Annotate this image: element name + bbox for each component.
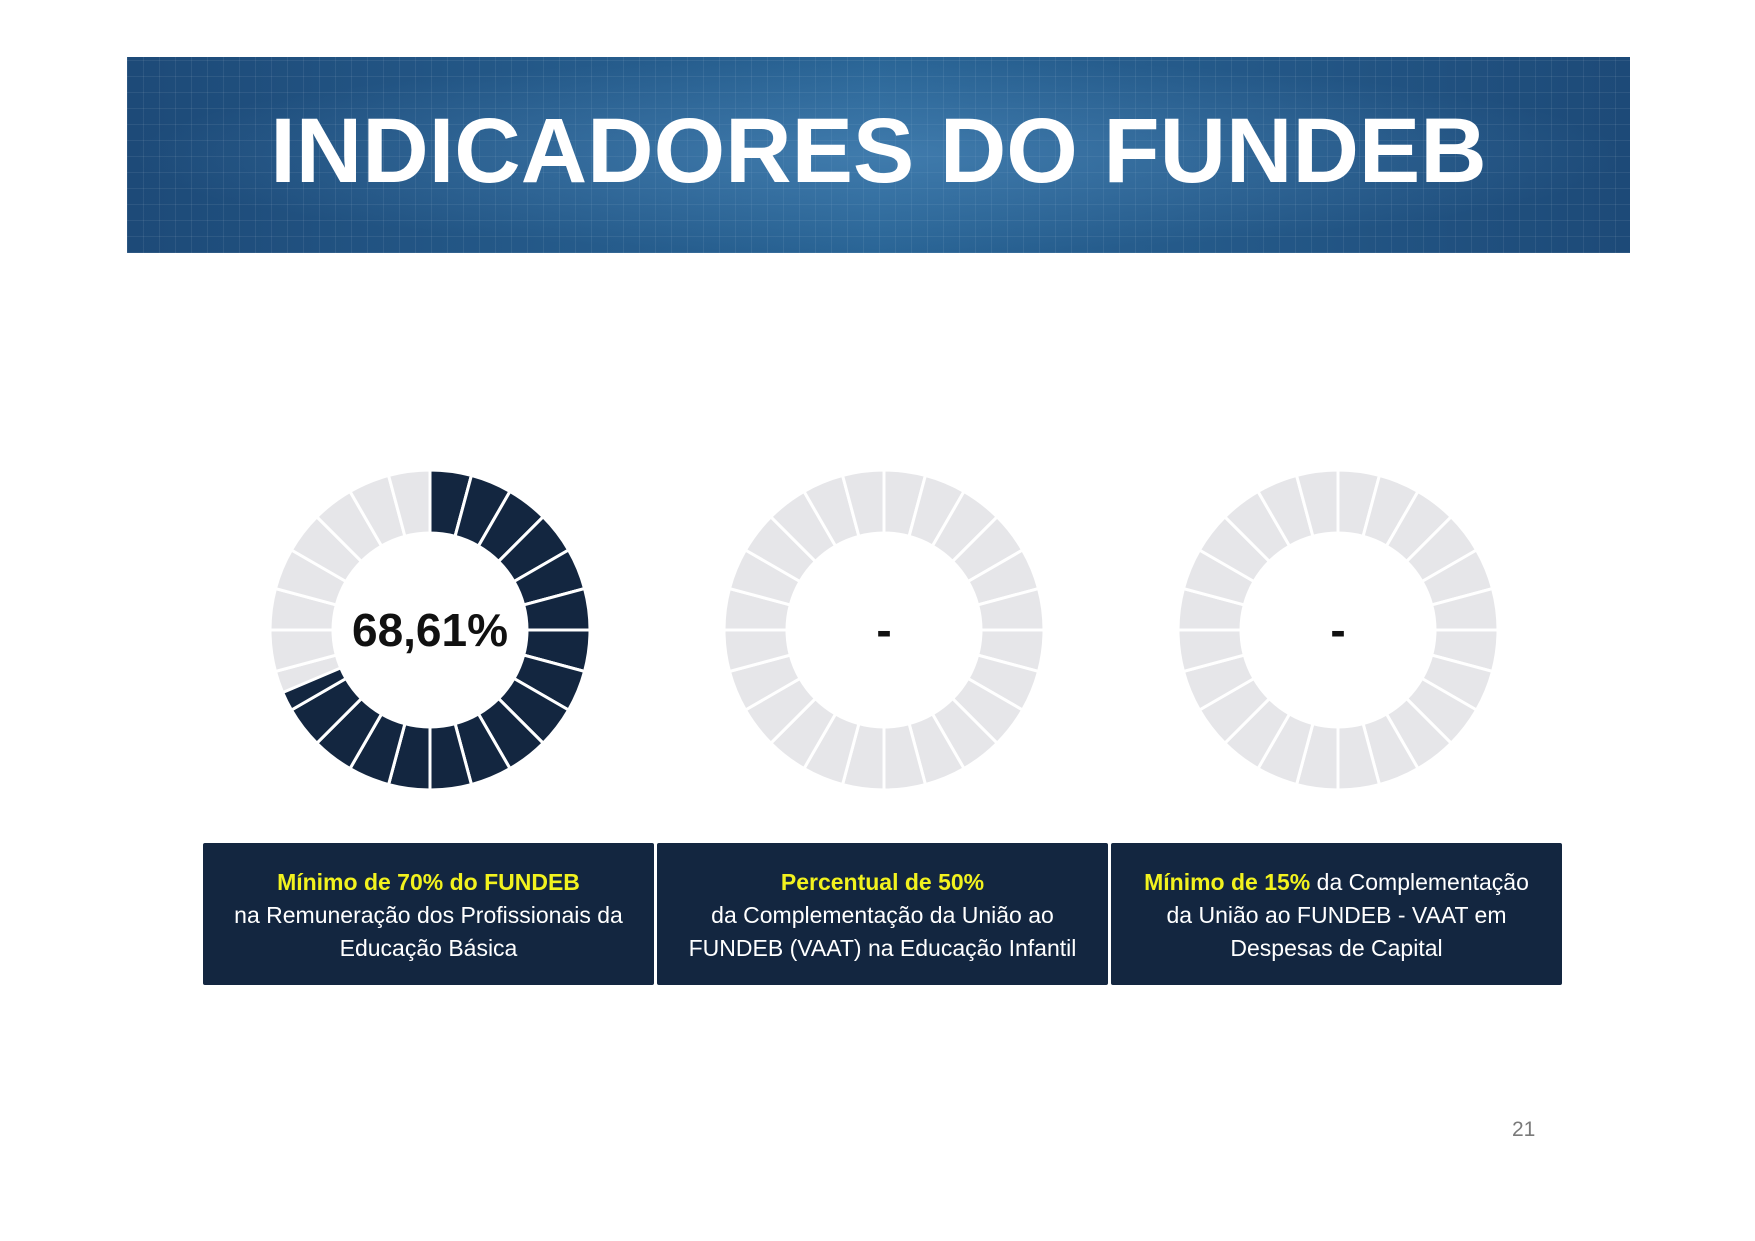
indicator-text: da União ao FUNDEB - VAAT em [1166,902,1507,928]
gauge-segment-filled [280,665,349,713]
gauge-educacao-infantil: - [722,468,1046,792]
gauge-remuneracao: 68,61% [268,468,592,792]
indicator-text: da Complementação da União ao [711,902,1054,928]
indicator-highlight: Mínimo de 15% [1144,869,1311,895]
indicator-highlight: Percentual de 50% [780,869,985,895]
indicator-box-despesas-capital: Mínimo de 15% da Complementação da União… [1111,843,1562,985]
gauge-segment-empty [840,468,886,539]
indicator-text: Despesas de Capital [1230,935,1443,961]
gauge-value-label: - [1330,604,1346,656]
indicator-text: na Remuneração dos Profissionais da [234,902,623,928]
gauge-segment-empty [386,468,432,539]
title-banner: INDICADORES DO FUNDEB [127,57,1630,253]
page-title: INDICADORES DO FUNDEB [270,99,1487,202]
gauge-despesas-capital: - [1176,468,1500,792]
indicator-box-educacao-infantil: Percentual de 50% da Complementação da U… [657,843,1108,985]
indicator-box-remuneracao: Mínimo de 70% do FUNDEB na Remuneração d… [203,843,654,985]
gauge-value-label: - [876,604,892,656]
indicator-text: Educação Básica [339,935,518,961]
gauge-value-label: 68,61% [351,604,508,656]
gauge-chart [1176,468,1500,792]
indicator-text: FUNDEB (VAAT) na Educação Infantil [688,935,1077,961]
page-number: 21 [1512,1118,1536,1141]
gauge-segment-empty [1294,468,1340,539]
gauge-chart [268,468,592,792]
indicator-highlight: Mínimo de 70% do FUNDEB [277,869,580,895]
gauge-chart [722,468,1046,792]
indicator-text: da Complementação [1310,869,1529,895]
